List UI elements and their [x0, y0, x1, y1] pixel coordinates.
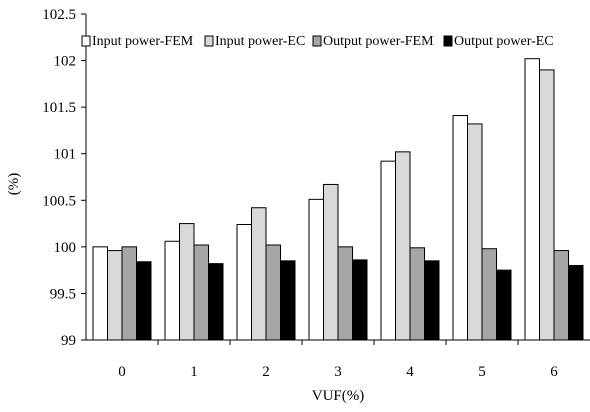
x-tick-label: 0 [118, 364, 126, 380]
bar-output-power-fem-2 [265, 244, 281, 341]
bar-output-power-fem-0 [121, 246, 137, 341]
y-tick-label: 102 [54, 54, 77, 70]
bar-output-power-ec-0 [136, 261, 152, 341]
bar-input-power-ec-5 [467, 123, 483, 341]
bar-input-power-fem-5 [452, 115, 468, 341]
bar-output-power-ec-3 [352, 259, 368, 341]
legend-label: Input power-EC [215, 34, 305, 49]
x-ticks: 0 1 2 3 4 5 6 [118, 340, 558, 380]
legend-label: Output power-EC [454, 34, 554, 49]
x-tick-label: 3 [334, 364, 342, 380]
bar-input-power-ec-4 [395, 151, 411, 341]
bar-output-power-fem-4 [409, 247, 425, 341]
bar-input-power-fem-6 [524, 58, 540, 341]
bar-input-power-ec-0 [107, 250, 123, 341]
bar-input-power-fem-1 [164, 240, 180, 341]
y-tick-label: 101.5 [42, 100, 76, 116]
y-tick-label: 100.5 [42, 193, 76, 209]
y-ticks: 99 99.5 100 100.5 101 101.5 102 102.5 [42, 7, 86, 349]
legend-swatch [81, 35, 91, 47]
legend: Input power-FEM Input power-EC Output powe… [81, 34, 554, 49]
bar-input-power-ec-3 [323, 183, 339, 341]
y-axis-title: (%) [6, 173, 22, 196]
x-tick-label: 1 [190, 364, 198, 380]
legend-label: Output power-FEM [323, 34, 434, 49]
legend-swatch [443, 35, 453, 47]
x-tick-label: 5 [478, 364, 486, 380]
bar-input-power-ec-2 [251, 207, 267, 341]
bar-output-power-fem-1 [193, 244, 209, 341]
y-tick-label: 99 [61, 333, 76, 349]
bar-output-power-ec-6 [568, 264, 584, 341]
bar-input-power-ec-6 [539, 69, 555, 341]
bar-input-power-fem-2 [236, 224, 252, 341]
legend-label: Input power-FEM [92, 34, 194, 49]
axes: 99 99.5 100 100.5 101 101.5 102 102.5 0 1 2 3 4 5 6 [42, 7, 590, 380]
y-tick-label: 102.5 [42, 7, 76, 23]
bars [92, 58, 584, 341]
bar-input-power-fem-3 [308, 198, 324, 341]
bar-input-power-fem-0 [92, 246, 108, 341]
x-tick-label: 4 [406, 364, 414, 380]
bar-output-power-ec-4 [424, 260, 440, 341]
legend-swatch [312, 35, 322, 47]
y-tick-label: 100 [54, 240, 77, 256]
legend-swatch [204, 35, 214, 47]
bar-input-power-ec-1 [179, 223, 195, 341]
bar-input-power-fem-4 [380, 160, 396, 341]
bar-output-power-ec-5 [496, 269, 512, 341]
x-tick-label: 6 [550, 364, 558, 380]
legend-item: Output power-EC [443, 34, 554, 49]
legend-item: Input power-FEM [81, 34, 194, 49]
y-tick-label: 99.5 [50, 286, 76, 302]
y-tick-label: 101 [54, 147, 77, 163]
legend-item: Input power-EC [204, 34, 305, 49]
bar-output-power-fem-5 [481, 248, 497, 341]
bar-output-power-ec-1 [208, 263, 224, 341]
x-axis-title: VUF(%) [312, 388, 365, 404]
bar-output-power-fem-6 [553, 250, 569, 341]
bar-output-power-ec-2 [280, 260, 296, 341]
legend-item: Output power-FEM [312, 34, 434, 49]
bar-output-power-fem-3 [337, 246, 353, 341]
x-tick-label: 2 [262, 364, 270, 380]
